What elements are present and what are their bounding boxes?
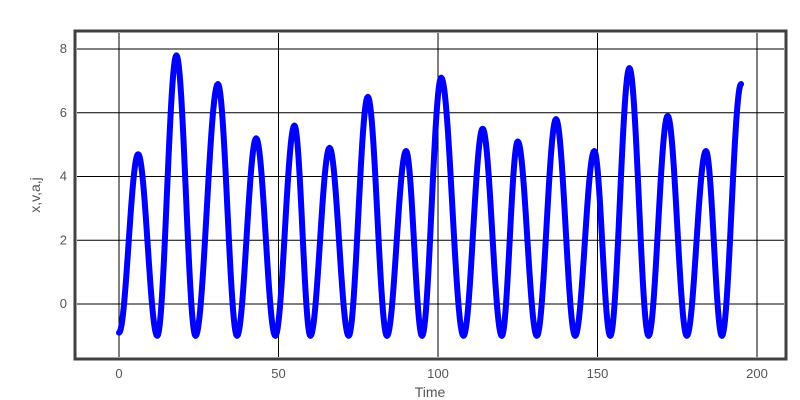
series-line-0 [116, 52, 745, 339]
x-axis-label: Time [415, 384, 446, 400]
x-tick-labels: 0 50 100 150 200 [115, 366, 767, 381]
y-tick-label-8: 8 [60, 41, 67, 56]
series-group [116, 52, 745, 339]
y-tick-label-0: 0 [60, 296, 67, 311]
plot-frame [73, 29, 788, 361]
y-axis-label: x,v,a,j [27, 177, 43, 213]
y-tick-label-4: 4 [60, 169, 67, 184]
y-tick-label-2: 2 [60, 232, 67, 247]
x-tick-label-50: 50 [271, 366, 285, 381]
x-tick-label-200: 200 [746, 366, 768, 381]
y-tick-labels: 0 2 4 6 8 [60, 41, 67, 311]
plot-area [73, 29, 788, 361]
y-tick-label-6: 6 [60, 105, 67, 120]
x-tick-label-150: 150 [587, 366, 609, 381]
x-tick-label-100: 100 [427, 366, 449, 381]
x-tick-label-0: 0 [115, 366, 122, 381]
